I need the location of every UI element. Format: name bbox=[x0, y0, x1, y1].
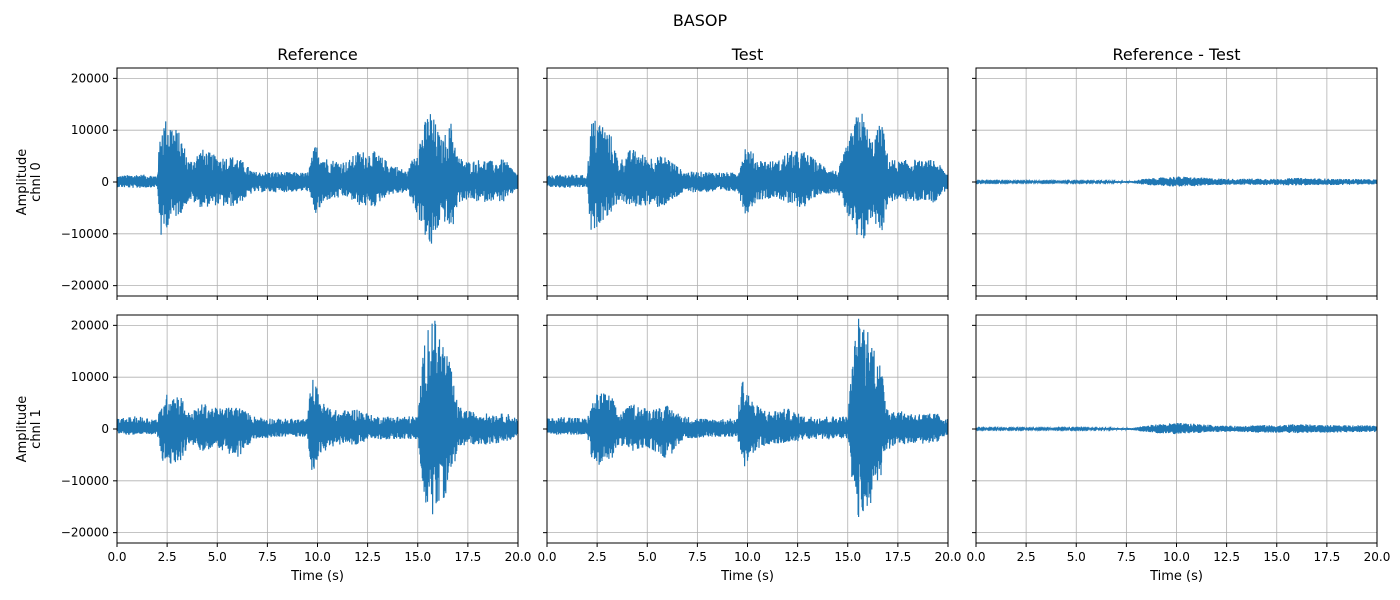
figure-title: BASOP bbox=[673, 11, 728, 30]
x-tick-label: 15.0 bbox=[404, 550, 431, 564]
subplot-2-3: 0.0 2.5 5.0 7.5 10.0 12.5 15.0 17.5 20.0 Time (s) bbox=[966, 314, 1391, 584]
waveform-series bbox=[976, 423, 1377, 435]
x-tick-label: 2.5 bbox=[1017, 550, 1036, 564]
x-tick-label: 12.5 bbox=[784, 550, 811, 564]
x-tick-label: 5.0 bbox=[208, 550, 227, 564]
subplot-1-1: −20000 −10000 0 10000 20000 Reference Amplitud… bbox=[15, 45, 519, 300]
y-axis-label: Amplitudechnl 1 bbox=[15, 396, 44, 463]
x-tick-label: 20.0 bbox=[505, 550, 532, 564]
waveform-series bbox=[976, 176, 1377, 187]
x-tick-label: 20.0 bbox=[935, 550, 962, 564]
x-tick-label: 0.0 bbox=[966, 550, 985, 564]
x-tick-label: 7.5 bbox=[1117, 550, 1136, 564]
x-tick-label: 15.0 bbox=[1263, 550, 1290, 564]
x-tick-label: 10.0 bbox=[304, 550, 331, 564]
subplot-title: Reference bbox=[277, 45, 358, 64]
x-tick-label: 17.5 bbox=[1314, 550, 1341, 564]
y-tick-label: 20000 bbox=[71, 71, 109, 85]
x-tick-label: 0.0 bbox=[107, 550, 126, 564]
x-tick-label: 10.0 bbox=[734, 550, 761, 564]
x-axis-label: Time (s) bbox=[1149, 569, 1203, 584]
y-tick-label: −20000 bbox=[61, 526, 109, 540]
x-tick-label: 7.5 bbox=[258, 550, 277, 564]
y-tick-label: −10000 bbox=[61, 474, 109, 488]
y-tick-label: 10000 bbox=[71, 370, 109, 384]
x-tick-label: 20.0 bbox=[1364, 550, 1391, 564]
x-tick-label: 17.5 bbox=[455, 550, 482, 564]
subplot-1-3: Reference - Test bbox=[972, 45, 1378, 300]
y-tick-label: −10000 bbox=[61, 227, 109, 241]
y-tick-label: 10000 bbox=[71, 123, 109, 137]
y-tick-label: 0 bbox=[101, 422, 109, 436]
waveform-series bbox=[117, 114, 518, 244]
x-axis-label: Time (s) bbox=[720, 569, 774, 584]
x-tick-label: 12.5 bbox=[1213, 550, 1240, 564]
subplot-2-2: 0.0 2.5 5.0 7.5 10.0 12.5 15.0 17.5 20.0 Time (s) bbox=[537, 314, 962, 584]
y-tick-label: 20000 bbox=[71, 318, 109, 332]
subplot-1-2: Test bbox=[543, 45, 949, 300]
x-tick-label: 10.0 bbox=[1163, 550, 1190, 564]
subplot-grid: −20000 −10000 0 10000 20000 Reference Amplitud… bbox=[15, 45, 1390, 584]
y-tick-label: −20000 bbox=[61, 279, 109, 293]
subplot-2-1: 0.0 2.5 5.0 7.5 10.0 12.5 15.0 17.5 20.0 −20000 −1… bbox=[15, 314, 532, 584]
y-tick-label: 0 bbox=[101, 175, 109, 189]
x-tick-label: 5.0 bbox=[1067, 550, 1086, 564]
x-tick-label: 12.5 bbox=[354, 550, 381, 564]
subplot-title: Reference - Test bbox=[1112, 45, 1240, 64]
waveform-series bbox=[547, 318, 948, 518]
x-tick-label: 15.0 bbox=[834, 550, 861, 564]
subplot-title: Test bbox=[731, 45, 764, 64]
x-axis-label: Time (s) bbox=[290, 569, 344, 584]
x-tick-label: 5.0 bbox=[638, 550, 657, 564]
x-tick-label: 2.5 bbox=[588, 550, 607, 564]
y-axis-label: Amplitudechnl 0 bbox=[15, 149, 44, 216]
x-tick-label: 0.0 bbox=[537, 550, 556, 564]
x-tick-label: 7.5 bbox=[688, 550, 707, 564]
x-tick-label: 2.5 bbox=[158, 550, 177, 564]
x-tick-label: 17.5 bbox=[885, 550, 912, 564]
waveform-series bbox=[117, 320, 518, 515]
waveform-series bbox=[547, 113, 948, 239]
